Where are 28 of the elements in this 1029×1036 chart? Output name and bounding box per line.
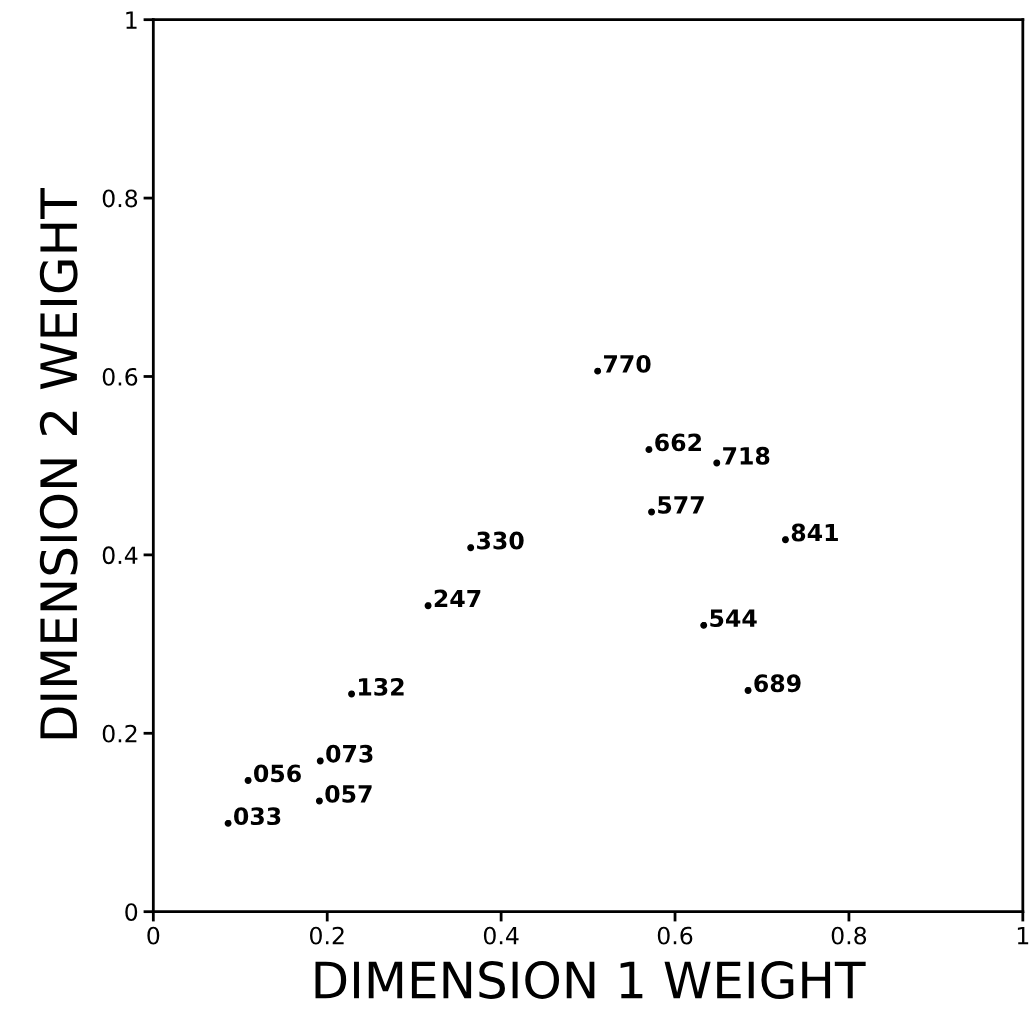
annotation: .577 xyxy=(649,496,704,514)
annotation: .073 xyxy=(318,744,373,763)
annotation: .033 xyxy=(226,807,281,826)
y-tick-label: 0 xyxy=(125,903,138,921)
annotation: .689 xyxy=(746,674,801,693)
annotation: .330 xyxy=(468,531,524,550)
annotation: .132 xyxy=(349,677,404,696)
annotation: .770 xyxy=(595,355,651,373)
y-tick-label: 0.6 xyxy=(102,367,138,386)
y-tick-label: 0.2 xyxy=(102,724,137,743)
annotation: .056 xyxy=(246,764,301,783)
annotation: .057 xyxy=(317,784,372,803)
annotation: .247 xyxy=(426,589,481,608)
x-tick-label: 0.2 xyxy=(310,926,344,945)
x-tick-label: 0.4 xyxy=(483,926,519,945)
x-tick-label: 0.8 xyxy=(831,926,867,945)
x-tick-label: 0.6 xyxy=(657,926,693,945)
annotation: .841 xyxy=(783,523,838,542)
y-tick-label: 1 xyxy=(126,11,137,29)
y-tick-label: 0.8 xyxy=(102,189,138,208)
annotation: .718 xyxy=(715,446,770,465)
x-axis-title: DIMENSION 1 WEIGHT xyxy=(315,961,866,999)
annotation: .662 xyxy=(647,433,701,452)
annotation: .544 xyxy=(701,609,757,628)
y-tick-label: 0.4 xyxy=(102,546,138,565)
x-tick-label: 1 xyxy=(1017,926,1029,945)
y-axis-title: DIMENSION 2 WEIGHT xyxy=(39,188,78,739)
x-tick-label: 0 xyxy=(147,926,160,945)
